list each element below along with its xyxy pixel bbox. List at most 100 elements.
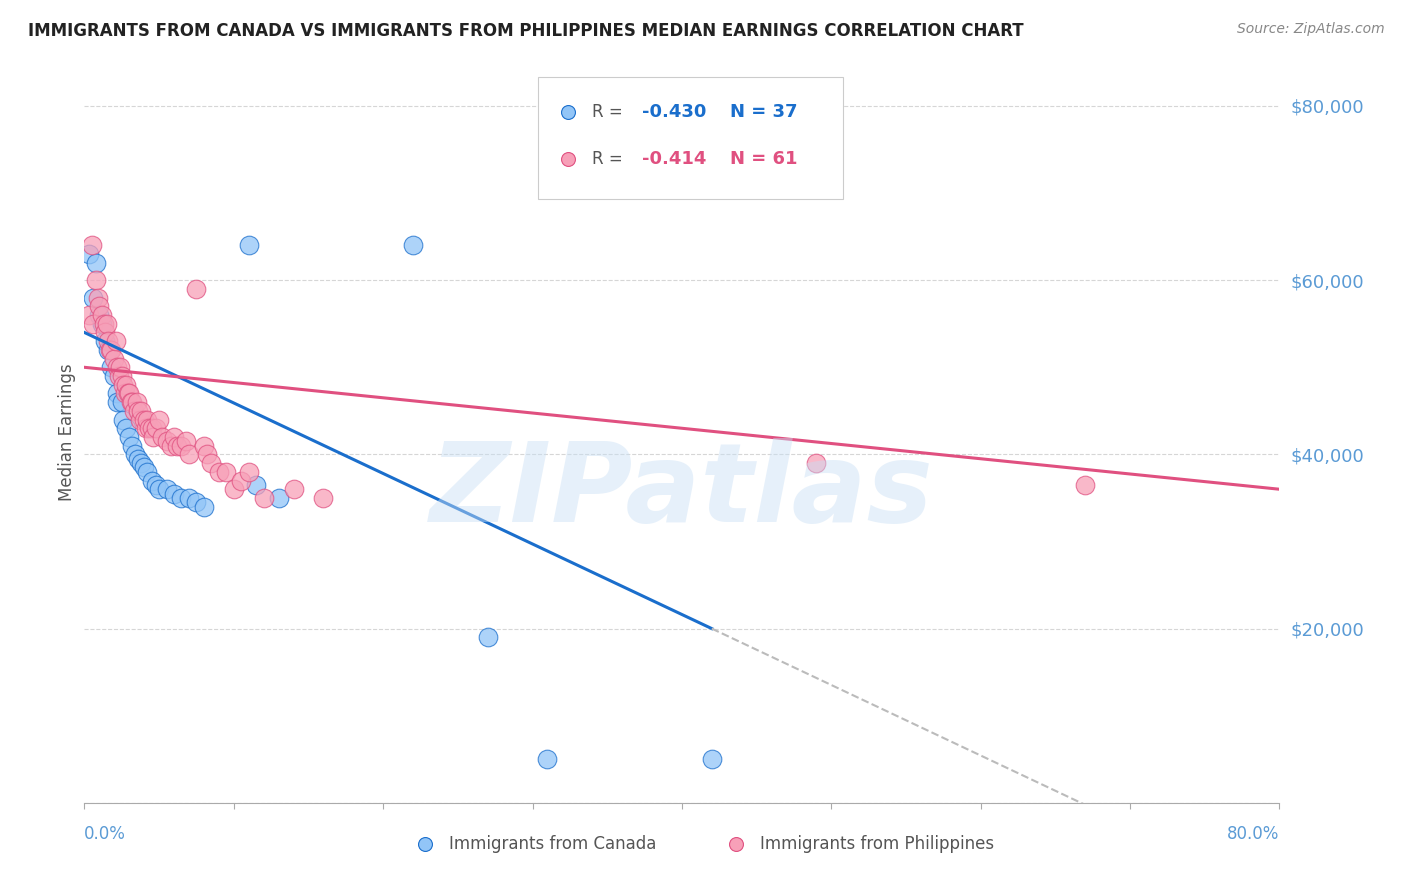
- Point: [700, 752, 723, 766]
- Point: [148, 482, 170, 496]
- Text: ZIPatlas: ZIPatlas: [430, 438, 934, 545]
- Point: [148, 412, 170, 426]
- Point: [96, 317, 118, 331]
- Point: [122, 404, 145, 418]
- Point: [129, 404, 152, 418]
- Point: [132, 412, 156, 426]
- Point: [193, 439, 215, 453]
- Point: [121, 439, 143, 453]
- Point: [100, 343, 122, 357]
- Point: [477, 630, 499, 644]
- Point: [177, 491, 200, 505]
- Point: [91, 308, 114, 322]
- Point: [135, 421, 157, 435]
- Text: 80.0%: 80.0%: [1227, 825, 1279, 843]
- Point: [80, 238, 103, 252]
- Point: [100, 360, 122, 375]
- Point: [312, 491, 335, 505]
- Point: [115, 377, 138, 392]
- Point: [86, 273, 108, 287]
- Point: [238, 238, 260, 252]
- Text: R =: R =: [592, 103, 628, 121]
- Point: [186, 282, 208, 296]
- Point: [170, 491, 193, 505]
- Point: [238, 465, 260, 479]
- Point: [200, 456, 222, 470]
- Point: [132, 460, 156, 475]
- Point: [103, 369, 125, 384]
- Point: [195, 447, 218, 461]
- Point: [186, 495, 208, 509]
- Point: [107, 369, 129, 384]
- FancyBboxPatch shape: [538, 78, 844, 200]
- Point: [402, 238, 425, 252]
- Point: [136, 465, 159, 479]
- Point: [111, 369, 134, 384]
- Point: [222, 482, 245, 496]
- Point: [138, 421, 160, 435]
- Point: [129, 456, 152, 470]
- Text: Immigrants from Canada: Immigrants from Canada: [449, 835, 657, 853]
- Point: [170, 439, 193, 453]
- Point: [142, 430, 165, 444]
- Point: [117, 386, 139, 401]
- Point: [536, 752, 558, 766]
- Point: [136, 412, 159, 426]
- Text: -0.414: -0.414: [643, 150, 707, 168]
- Text: R =: R =: [592, 150, 628, 168]
- Text: IMMIGRANTS FROM CANADA VS IMMIGRANTS FROM PHILIPPINES MEDIAN EARNINGS CORRELATIO: IMMIGRANTS FROM CANADA VS IMMIGRANTS FRO…: [28, 22, 1024, 40]
- Point: [98, 343, 121, 357]
- Point: [103, 351, 125, 366]
- Point: [125, 395, 148, 409]
- Point: [141, 421, 163, 435]
- Point: [177, 447, 200, 461]
- Point: [231, 474, 253, 488]
- Point: [155, 434, 177, 449]
- Point: [118, 386, 141, 401]
- Point: [166, 439, 188, 453]
- Text: 0.0%: 0.0%: [84, 825, 127, 843]
- Point: [163, 430, 186, 444]
- Point: [145, 478, 167, 492]
- Point: [128, 412, 150, 426]
- Point: [111, 395, 134, 409]
- Text: -0.430: -0.430: [643, 103, 707, 121]
- Point: [77, 308, 100, 322]
- Text: N = 37: N = 37: [730, 103, 797, 121]
- Y-axis label: Median Earnings: Median Earnings: [58, 364, 76, 501]
- Point: [155, 482, 177, 496]
- Point: [110, 360, 132, 375]
- Point: [215, 465, 238, 479]
- Point: [145, 421, 167, 435]
- Point: [127, 451, 149, 466]
- Point: [105, 386, 128, 401]
- Text: N = 61: N = 61: [730, 150, 797, 168]
- Point: [82, 291, 104, 305]
- Point: [124, 447, 146, 461]
- Point: [127, 404, 149, 418]
- Point: [82, 317, 104, 331]
- Point: [105, 395, 128, 409]
- Point: [114, 386, 136, 401]
- Point: [141, 474, 163, 488]
- Point: [112, 412, 135, 426]
- Point: [245, 478, 267, 492]
- Point: [94, 326, 117, 340]
- Point: [120, 395, 142, 409]
- Point: [93, 317, 115, 331]
- Point: [118, 430, 141, 444]
- Point: [112, 377, 135, 392]
- Point: [806, 456, 828, 470]
- Point: [97, 343, 120, 357]
- Point: [89, 299, 111, 313]
- Point: [160, 439, 183, 453]
- Point: [253, 491, 276, 505]
- Point: [163, 486, 186, 500]
- Point: [115, 421, 138, 435]
- Point: [97, 334, 120, 348]
- Point: [208, 465, 231, 479]
- Point: [87, 291, 110, 305]
- Point: [267, 491, 290, 505]
- Point: [77, 247, 100, 261]
- Point: [104, 334, 127, 348]
